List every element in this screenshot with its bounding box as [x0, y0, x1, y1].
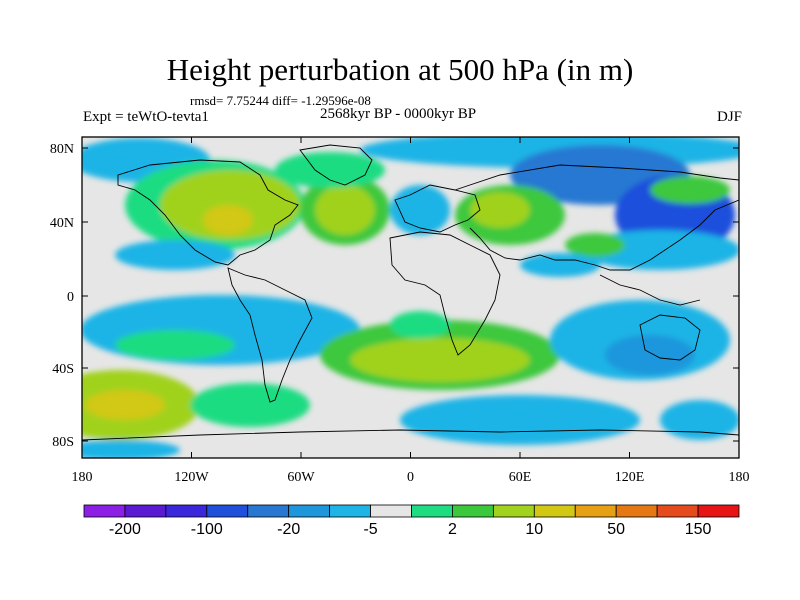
- colorbar-swatch: [656, 504, 699, 518]
- lon-tick-label: 60W: [287, 470, 315, 485]
- colorbar-swatch: [124, 504, 167, 518]
- colorbar-swatch: [697, 504, 740, 518]
- lat-tick-label: 0: [67, 290, 74, 305]
- colorbar-label: -5: [363, 521, 377, 538]
- coastlines: [82, 144, 739, 441]
- lat-tick-label: 40S: [52, 362, 74, 377]
- field-layer: [82, 137, 739, 458]
- colorbar-swatch: [615, 504, 658, 518]
- season-label: DJF: [716, 109, 742, 125]
- map-title: Height perturbation at 500 hPa (in m): [166, 52, 634, 87]
- lat-tick-label: 40N: [50, 216, 74, 231]
- colorbar-swatch: [288, 504, 331, 518]
- colorbar-label: -100: [191, 521, 223, 538]
- colorbar-swatch: [533, 504, 576, 518]
- colorbar-label: 10: [525, 521, 543, 538]
- colorbar-swatch: [411, 504, 453, 518]
- colorbar-swatch: [83, 504, 126, 518]
- colorbar-swatch: [206, 504, 249, 518]
- colorbar-swatch: [574, 504, 617, 518]
- colorbar-label: 2: [448, 521, 457, 538]
- experiment-label: Expt = teWtO-tevta1: [83, 109, 209, 125]
- period-label: 2568kyr BP - 0000kyr BP: [320, 106, 477, 122]
- lon-tick-label: 180: [72, 470, 93, 485]
- stats-text: rmsd= 7.75244 diff= -1.29596e-08: [190, 93, 371, 108]
- colorbar-swatch: [452, 504, 494, 518]
- colorbar: -200 -100 -20 -5 2 10 50 150: [83, 504, 740, 538]
- lon-tick-label: 60E: [509, 470, 532, 485]
- lon-tick-label: 180: [729, 470, 750, 485]
- colorbar-swatch: [247, 504, 290, 518]
- colorbar-label: 150: [685, 521, 712, 538]
- lat-tick-label: 80S: [52, 435, 74, 450]
- colorbar-swatch: [165, 504, 208, 518]
- colorbar-swatch: [492, 504, 535, 518]
- colorbar-label: -200: [109, 521, 141, 538]
- colorbar-swatch: [370, 504, 412, 518]
- colorbar-swatch: [329, 504, 371, 518]
- lon-tick-label: 120W: [174, 470, 209, 485]
- lon-tick-label: 0: [407, 470, 414, 485]
- latitude-axis: 80N 40N 0 40S 80S: [50, 142, 739, 450]
- lon-tick-label: 120E: [615, 470, 645, 485]
- lat-tick-label: 80N: [50, 142, 74, 157]
- longitude-axis: 180 120W 60W 0 60E 120E 180: [72, 137, 750, 485]
- colorbar-label: 50: [607, 521, 625, 538]
- colorbar-label: -20: [277, 521, 300, 538]
